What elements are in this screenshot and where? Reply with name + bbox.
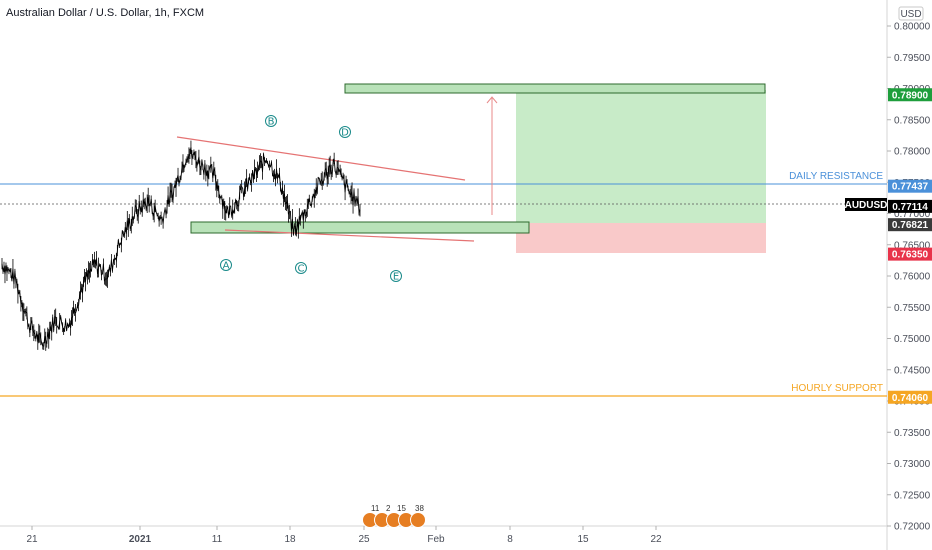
event-count: 38 [415,504,424,513]
currency-label: USD [900,9,921,20]
currency-badge[interactable]: USD [898,6,924,21]
price-tag-label: 0.74060 [892,393,929,404]
event-count: 15 [397,504,406,513]
price-tick-label: 0.74500 [894,365,931,376]
time-tick-label: 8 [507,534,513,545]
price-series[interactable] [1,140,361,351]
time-tick-label: 21 [26,534,38,545]
wave-circle [339,126,351,138]
price-tag-target [888,88,932,102]
support-zone-box[interactable] [190,221,530,234]
time-tick-label: 2021 [129,534,152,545]
upper-trendline[interactable] [176,136,466,181]
wave-label: E [393,272,399,283]
event-count: 2 [386,504,391,513]
price-tick-label: 0.73500 [894,428,931,439]
price-tick-label: 0.75000 [894,334,931,345]
price-tag-label: 0.78900 [892,90,929,101]
time-tick-label: 25 [358,534,370,545]
price-tick-label: 0.76500 [894,240,931,251]
time-tick-label: 22 [650,534,662,545]
price-tick-label: 0.72000 [894,522,931,533]
time-axis[interactable]: 21 2021 11 18 25 Feb 8 15 22 [26,526,662,545]
price-tag-level [888,218,932,232]
wave-circle [390,270,402,282]
symbol-tag: AUDUSD [845,198,888,211]
price-tick-label: 0.78500 [894,115,931,126]
price-tick-label: 0.73000 [894,459,931,470]
price-line[interactable] [1,147,361,347]
price-tag-label: 0.77437 [892,182,929,193]
wave-label: B [268,117,275,128]
price-tick-label: 0.75500 [894,303,931,314]
wave-circle [295,262,307,274]
target-arrow[interactable] [486,96,498,215]
event-flag-icon[interactable] [410,512,426,528]
daily-resistance-label: DAILY RESISTANCE [789,171,883,182]
price-tag-label: 0.76821 [892,220,929,231]
profit-zone[interactable] [516,90,766,223]
price-tick-label: 0.78000 [894,147,931,158]
event-count: 11 [371,504,380,513]
price-tags: 0.78900 0.77437 0.77114 0.76821 0.76350 0.740… [888,88,932,404]
economic-events[interactable]: 11 2 15 38 [360,504,430,528]
price-tag-stop [888,247,932,261]
wave-labels: A B C D E [220,115,402,283]
wave-label: A [223,261,230,272]
chart-title: Australian Dollar / U.S. Dollar, 1h, FXC… [6,7,205,19]
time-tick-label: 11 [212,534,223,545]
hourly-support-label: HOURLY SUPPORT [791,383,883,394]
price-tick-label: 0.80000 [894,22,931,33]
target-zone-box[interactable] [344,83,766,94]
price-tag-support [888,390,932,404]
price-tag-current [888,199,932,213]
wave-circle [220,259,232,271]
price-tick-label: 0.76000 [894,272,931,283]
symbol-label: AUDUSD [845,200,888,211]
price-tick-label: 0.77000 [894,209,931,220]
loss-zone[interactable] [516,223,766,253]
price-tick-label: 0.79500 [894,53,931,64]
time-tick-label: 18 [284,534,296,545]
wave-label: D [341,128,349,139]
price-tick-label: 0.72500 [894,490,931,501]
wave-label: C [298,264,305,275]
price-tag-label: 0.77114 [892,202,928,213]
time-tick-label: 15 [577,534,589,545]
price-tag-resistance [888,179,932,193]
lower-trendline[interactable] [224,229,475,242]
price-tag-label: 0.76350 [892,250,929,261]
time-tick-label: Feb [427,534,445,545]
wave-circle [265,115,277,127]
